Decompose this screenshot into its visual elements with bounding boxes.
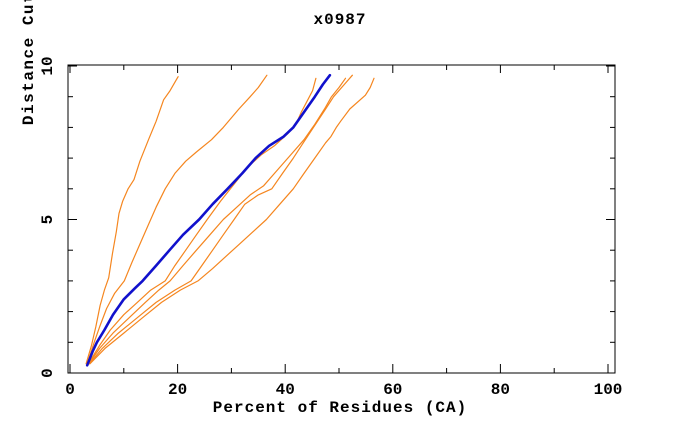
x-tick-label: 20	[168, 381, 187, 399]
y-tick-label: 0	[39, 368, 57, 378]
series-model-highlight	[85, 73, 332, 367]
series-comparison-2	[86, 74, 268, 365]
x-tick-label: 40	[276, 381, 295, 399]
series-comparison-6	[89, 77, 375, 365]
y-tick-label: 10	[39, 56, 57, 75]
x-tick-label: 80	[491, 381, 510, 399]
x-tick-label: 60	[383, 381, 402, 399]
series-comparison-3	[87, 77, 317, 365]
y-axis-label-text: Distance Cutoff, A	[20, 0, 38, 126]
chart-title: x0987	[313, 11, 367, 29]
x-tick-label: 0	[65, 381, 75, 399]
x-axis-label: Percent of Residues (CA)	[212, 399, 468, 417]
x-tick-label: 100	[594, 381, 623, 399]
y-tick-label: 5	[39, 215, 57, 225]
series-comparison-1	[85, 76, 179, 365]
plot-border	[67, 64, 616, 374]
series-comparison-5	[88, 74, 353, 365]
series-comparison-4	[88, 77, 347, 365]
